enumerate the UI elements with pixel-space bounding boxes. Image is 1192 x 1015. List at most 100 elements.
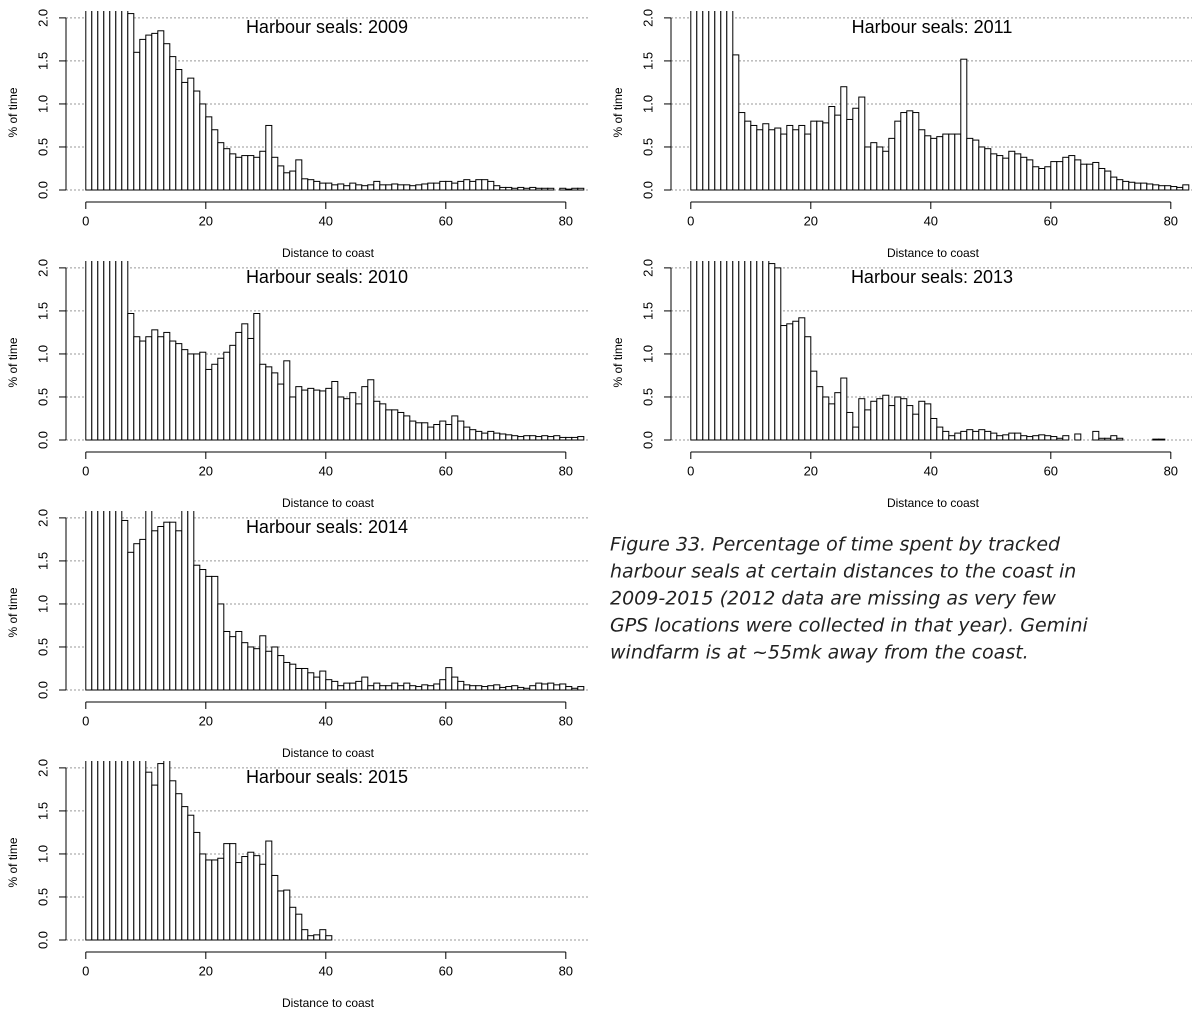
bar: [379, 685, 387, 691]
bar: [1032, 166, 1040, 191]
chart-title: Harbour seals: 2011: [852, 17, 1013, 37]
bar: [1062, 435, 1070, 441]
x-axis-label: Distance to coast: [282, 746, 375, 760]
bar: [397, 411, 405, 441]
bar: [175, 69, 183, 191]
x-tick-label: 60: [439, 963, 453, 978]
bar: [253, 855, 261, 941]
caption-line: Figure 33. Percentage of time spent by t…: [610, 534, 1061, 556]
bar: [936, 136, 944, 191]
bar: [996, 435, 1004, 441]
bar: [121, 519, 129, 691]
bar: [385, 184, 393, 191]
bar: [966, 137, 974, 191]
bars: [85, 11, 585, 191]
y-axis-label: % of time: [6, 587, 20, 637]
bar: [852, 107, 860, 191]
bar: [1140, 182, 1148, 191]
bar: [1110, 176, 1118, 191]
bar: [409, 685, 417, 691]
bar: [774, 267, 782, 441]
bar: [559, 187, 567, 191]
x-tick-label: 80: [1164, 463, 1178, 478]
bar: [109, 761, 117, 941]
bar: [289, 663, 297, 691]
bar: [169, 521, 177, 691]
bar: [247, 155, 255, 191]
bar: [1086, 163, 1094, 191]
bar: [840, 377, 848, 441]
bar: [433, 683, 441, 691]
bar: [139, 38, 147, 191]
bar: [1110, 435, 1118, 441]
bar: [187, 77, 195, 191]
x-axis-label: Distance to coast: [282, 996, 375, 1010]
bar: [487, 430, 495, 441]
bar: [936, 426, 944, 441]
bar: [127, 551, 135, 691]
y-tick-label: 0.5: [35, 638, 50, 656]
bar: [738, 112, 746, 191]
bar: [535, 682, 543, 691]
bar: [882, 150, 890, 191]
bar: [1026, 436, 1034, 441]
bar: [391, 409, 399, 441]
x-tick-label: 60: [439, 713, 453, 728]
bar: [319, 390, 327, 441]
bar: [463, 179, 471, 191]
bar: [1080, 163, 1088, 191]
bar: [816, 386, 824, 441]
x-tick-label: 40: [319, 463, 333, 478]
x-tick-label: 0: [687, 213, 694, 228]
bar: [726, 11, 734, 191]
y-axis-label: % of time: [611, 87, 625, 137]
bar: [960, 58, 968, 191]
bar: [954, 432, 962, 441]
bar: [241, 856, 249, 941]
caption-line: harbour seals at certain distances to th…: [610, 561, 1076, 583]
bar: [169, 56, 177, 191]
bar: [714, 261, 722, 441]
x-tick-label: 60: [1044, 213, 1058, 228]
bar: [247, 851, 255, 941]
bar: [840, 86, 848, 191]
x-tick-label: 40: [319, 213, 333, 228]
bar: [115, 11, 123, 191]
bar: [822, 122, 830, 191]
bar: [577, 436, 585, 441]
bar: [469, 429, 477, 441]
y-tick-label: 0.0: [35, 181, 50, 199]
bar: [307, 179, 315, 191]
bar: [1038, 167, 1046, 191]
bar: [493, 684, 501, 691]
y-axis-label: % of time: [611, 337, 625, 387]
bar: [810, 370, 818, 441]
bar: [870, 142, 878, 191]
y-tick-label: 0.0: [640, 431, 655, 449]
y-tick-label: 1.0: [35, 95, 50, 113]
bar: [457, 680, 465, 691]
bar: [259, 150, 267, 191]
bar: [960, 430, 968, 441]
bar: [337, 183, 345, 191]
bar: [265, 840, 273, 941]
x-tick-label: 60: [1044, 463, 1058, 478]
bar: [1050, 161, 1058, 191]
bar: [91, 761, 99, 941]
y-tick-label: 0.5: [640, 138, 655, 156]
bar: [451, 415, 459, 441]
bar: [91, 261, 99, 441]
bar: [193, 831, 201, 941]
bar: [361, 185, 369, 191]
bar: [768, 129, 776, 191]
bar: [427, 685, 435, 691]
bar: [259, 863, 267, 941]
bar: [223, 843, 231, 941]
y-tick-label: 1.0: [640, 345, 655, 363]
bar: [157, 763, 165, 941]
bar: [187, 814, 195, 941]
bar: [547, 187, 555, 191]
bar: [391, 682, 399, 691]
bar: [421, 684, 429, 691]
bar: [481, 179, 489, 191]
